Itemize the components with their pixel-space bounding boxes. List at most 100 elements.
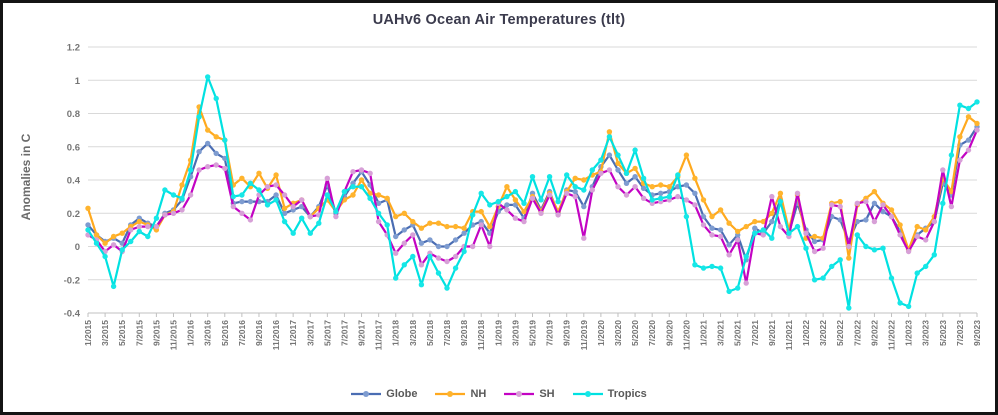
x-tick-label: 5/2018 [425, 320, 435, 346]
data-point-globe-75 [726, 242, 732, 248]
x-tick-label: 3/2017 [305, 320, 315, 346]
data-point-sh-86 [820, 245, 826, 251]
data-point-sh-76 [735, 237, 741, 243]
data-point-sh-31 [350, 169, 356, 175]
data-point-tropics-68 [666, 193, 672, 200]
data-point-nh-80 [769, 210, 775, 216]
data-point-tropics-1 [93, 240, 100, 246]
x-tick-label: 11/2020 [681, 320, 691, 351]
data-point-tropics-54 [546, 174, 553, 180]
x-tick-label: 11/2019 [579, 320, 589, 351]
data-point-sh-79 [760, 232, 766, 238]
data-point-sh-81 [777, 223, 784, 230]
data-point-globe-80 [769, 218, 775, 225]
data-point-nh-72 [700, 197, 707, 203]
x-tick-label: 5/2016 [220, 320, 230, 346]
legend-label-tropics: Tropics [607, 388, 647, 400]
legend-item-nh: NH [435, 388, 486, 400]
data-point-sh-18 [239, 210, 245, 216]
data-point-tropics-31 [350, 184, 356, 190]
data-point-globe-62 [615, 167, 621, 173]
x-tick-label: 3/2016 [203, 320, 213, 346]
data-point-tropics-30 [341, 188, 348, 195]
data-point-globe-58 [581, 203, 587, 210]
data-point-sh-57 [572, 193, 578, 200]
data-point-nh-66 [649, 184, 655, 190]
x-tick-label: 1/2022 [801, 320, 811, 346]
y-tick-label: -0.4 [64, 309, 81, 320]
data-point-sh-52 [529, 195, 536, 201]
data-point-tropics-55 [555, 198, 561, 205]
data-point-sh-74 [717, 233, 724, 240]
data-point-sh-95 [897, 232, 903, 238]
data-point-sh-9 [162, 212, 168, 218]
data-point-tropics-0 [85, 227, 91, 233]
data-point-tropics-75 [726, 288, 732, 295]
data-point-tropics-62 [615, 152, 621, 158]
data-point-nh-97 [914, 223, 920, 230]
data-point-nh-78 [752, 218, 758, 225]
data-point-globe-39 [418, 240, 425, 246]
data-point-sh-83 [794, 190, 801, 196]
data-point-nh-57 [572, 175, 578, 181]
data-point-sh-62 [615, 184, 621, 190]
data-point-tropics-72 [700, 265, 707, 271]
data-point-tropics-37 [401, 262, 407, 268]
data-point-tropics-58 [581, 187, 587, 193]
data-point-sh-39 [418, 262, 425, 268]
data-point-tropics-13 [196, 114, 202, 120]
data-point-tropics-45 [470, 212, 476, 218]
data-point-tropics-21 [264, 202, 271, 208]
data-point-tropics-103 [965, 105, 972, 112]
data-point-sh-25 [299, 197, 305, 203]
data-point-tropics-44 [461, 248, 467, 255]
x-tick-label: 5/2015 [117, 320, 127, 346]
data-point-tropics-83 [794, 223, 801, 230]
x-tick-label: 7/2015 [134, 320, 144, 346]
data-point-tropics-63 [623, 170, 630, 176]
x-tick-label: 1/2016 [186, 320, 196, 346]
data-point-nh-41 [435, 220, 442, 226]
x-tick-label: 1/2020 [596, 320, 606, 346]
y-tick-label: 1 [75, 76, 81, 87]
data-point-globe-23 [281, 210, 288, 216]
data-point-sh-80 [769, 193, 775, 200]
x-tick-label: 9/2015 [151, 320, 161, 346]
data-point-tropics-11 [179, 195, 185, 201]
data-point-globe-64 [632, 174, 638, 180]
data-point-tropics-85 [811, 277, 818, 283]
data-point-tropics-46 [478, 190, 484, 196]
data-point-nh-94 [888, 207, 895, 213]
x-tick-label: 3/2023 [921, 320, 931, 346]
data-point-sh-22 [273, 182, 279, 188]
data-point-sh-61 [606, 167, 613, 173]
data-point-sh-46 [478, 222, 484, 228]
x-tick-label: 9/2019 [562, 320, 572, 346]
x-tick-label: 9/2021 [767, 320, 777, 346]
data-point-tropics-14 [205, 74, 211, 80]
data-point-tropics-6 [136, 228, 142, 235]
series-nh [85, 104, 980, 261]
data-point-nh-20 [256, 170, 262, 176]
data-point-sh-98 [923, 237, 929, 243]
data-point-tropics-27 [316, 220, 322, 226]
data-point-sh-16 [222, 165, 228, 172]
y-axis-title: Anomalies in C [19, 133, 33, 221]
data-point-tropics-50 [512, 188, 519, 195]
y-tick-label: 0 [75, 242, 80, 253]
data-point-nh-46 [478, 208, 484, 215]
data-point-tropics-49 [504, 193, 510, 200]
x-tick-label: 5/2023 [938, 320, 948, 346]
data-point-nh-81 [777, 190, 784, 196]
data-point-sh-29 [333, 213, 339, 220]
data-point-nh-70 [683, 152, 690, 158]
data-point-sh-28 [324, 175, 330, 181]
data-point-tropics-39 [418, 282, 425, 288]
data-point-tropics-66 [649, 197, 655, 203]
data-point-globe-71 [692, 190, 698, 196]
data-point-tropics-97 [914, 270, 920, 276]
data-point-sh-50 [512, 215, 519, 221]
data-point-globe-57 [572, 188, 578, 195]
data-point-sh-69 [675, 193, 681, 200]
data-point-sh-77 [743, 280, 749, 286]
